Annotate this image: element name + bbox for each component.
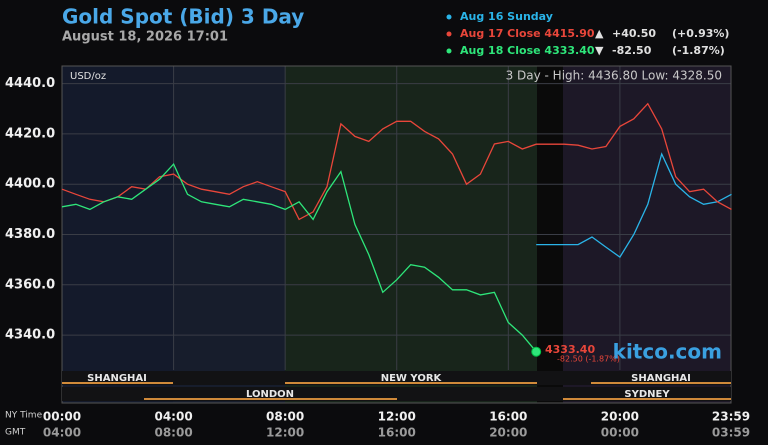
x-tick-label-gmt: 20:00	[489, 426, 527, 440]
price-line	[61, 162, 537, 353]
session-label: SHANGHAI	[87, 373, 147, 384]
x-tick-label: 23:59	[712, 410, 750, 424]
price-line	[61, 102, 732, 221]
x-tick-label: 16:00	[489, 410, 527, 424]
legend-change: +40.50	[612, 27, 656, 40]
legend-arrow: ▲	[595, 27, 604, 40]
plot-border	[61, 65, 732, 404]
session-row	[62, 371, 731, 385]
sessions: SHANGHAI LONDON NEW YORK SHANGHAI SYDNEY	[62, 371, 731, 401]
session-row	[62, 387, 731, 401]
x-tick-label-gmt: 12:00	[266, 426, 304, 440]
range-text: 3 Day - High: 4436.80 Low: 4328.50	[506, 69, 722, 83]
x-tick-label: 12:00	[378, 410, 416, 424]
last-change: -82.50 (-1.87%)	[557, 355, 620, 364]
x-tick-label-gmt: 00:00	[601, 426, 639, 440]
legend-marker	[446, 14, 452, 20]
lines	[61, 102, 732, 353]
session-label: SHANGHAI	[631, 373, 691, 384]
chart-title: Gold Spot (Bid) 3 Day	[62, 5, 304, 29]
legend-change-pct: (+0.93%)	[672, 27, 729, 40]
legend-change: -82.50	[612, 44, 652, 57]
session-label: SYDNEY	[624, 389, 670, 400]
legend-marker	[446, 48, 452, 54]
legend-marker	[446, 31, 452, 37]
legend-label: Aug 18 Close 4333.40	[460, 44, 595, 57]
brand: kitco.com	[613, 340, 722, 364]
x-tick-label: 04:00	[154, 410, 192, 424]
session-label: NEW YORK	[381, 373, 443, 384]
x-tick-label: 00:00	[43, 410, 81, 424]
x-tick-label: 08:00	[266, 410, 304, 424]
y-tick-label: 4340.0	[5, 328, 55, 343]
y-tick-label: 4400.0	[5, 177, 55, 192]
session-label: LONDON	[246, 389, 294, 400]
x-tick-label: 20:00	[601, 410, 639, 424]
x-row-label: GMT	[5, 428, 26, 438]
subtitle: August 18, 2026 17:01	[62, 30, 228, 45]
legend-arrow: ▼	[595, 44, 604, 57]
unit-label: USD/oz	[70, 71, 106, 82]
x-row-label: NY Time	[5, 411, 43, 421]
last-point	[531, 346, 542, 357]
x-tick-label-gmt: 08:00	[154, 426, 192, 440]
y-tick-label: 4380.0	[5, 227, 55, 242]
y-tick-label: 4440.0	[5, 76, 55, 91]
legend-change-pct: (-1.87%)	[672, 44, 725, 57]
last-price: 4333.40	[545, 343, 595, 356]
legend-label: Aug 16 Sunday	[460, 10, 553, 23]
legend-label: Aug 17 Close 4415.90	[460, 27, 595, 40]
x-tick-label-gmt: 16:00	[378, 426, 416, 440]
price-line	[536, 152, 732, 259]
y-tick-label: 4360.0	[5, 277, 55, 292]
x-tick-label-gmt: 03:59	[712, 426, 750, 440]
x-tick-label-gmt: 04:00	[43, 426, 81, 440]
y-tick-label: 4420.0	[5, 126, 55, 141]
